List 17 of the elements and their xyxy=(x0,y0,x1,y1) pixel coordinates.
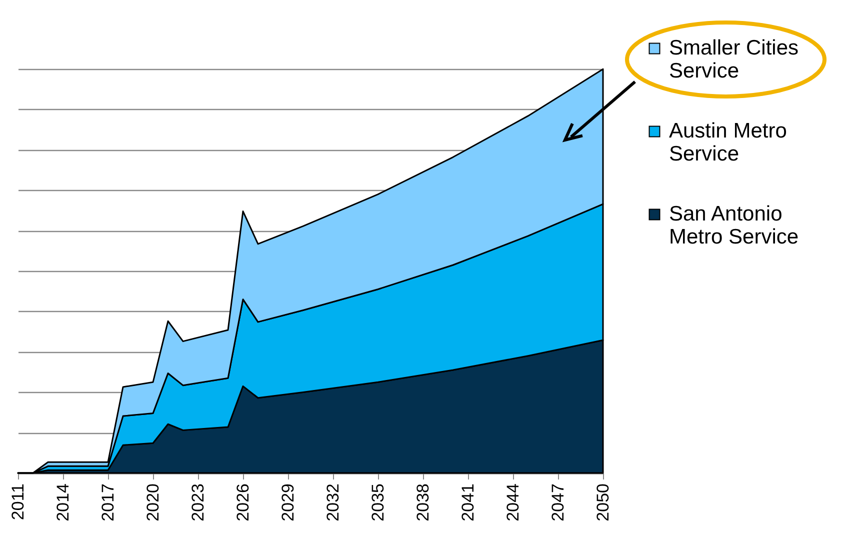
x-tick-label: 2011 xyxy=(8,484,28,520)
legend-label: San Antonio Metro Service xyxy=(669,202,799,248)
x-tick-label: 2035 xyxy=(368,484,388,522)
x-tick-label: 2032 xyxy=(324,484,342,522)
x-tick-label: 2014 xyxy=(54,484,72,522)
x-tick-label: 2026 xyxy=(234,484,252,522)
x-tick-label: 2047 xyxy=(548,484,568,522)
x-tick-label: 2029 xyxy=(278,484,298,522)
legend-label: Smaller Cities Service xyxy=(669,36,799,82)
x-tick-label: 2044 xyxy=(504,484,522,522)
x-tick-label: 2023 xyxy=(188,484,208,522)
x-tick-label: 2041 xyxy=(458,484,478,522)
legend-label: Austin Metro Service xyxy=(669,120,787,166)
x-tick-label: 2038 xyxy=(414,484,432,522)
x-tick-label: 2050 xyxy=(594,484,612,522)
x-tick-label: 2017 xyxy=(98,484,118,522)
x-tick-label: 2020 xyxy=(144,484,162,522)
